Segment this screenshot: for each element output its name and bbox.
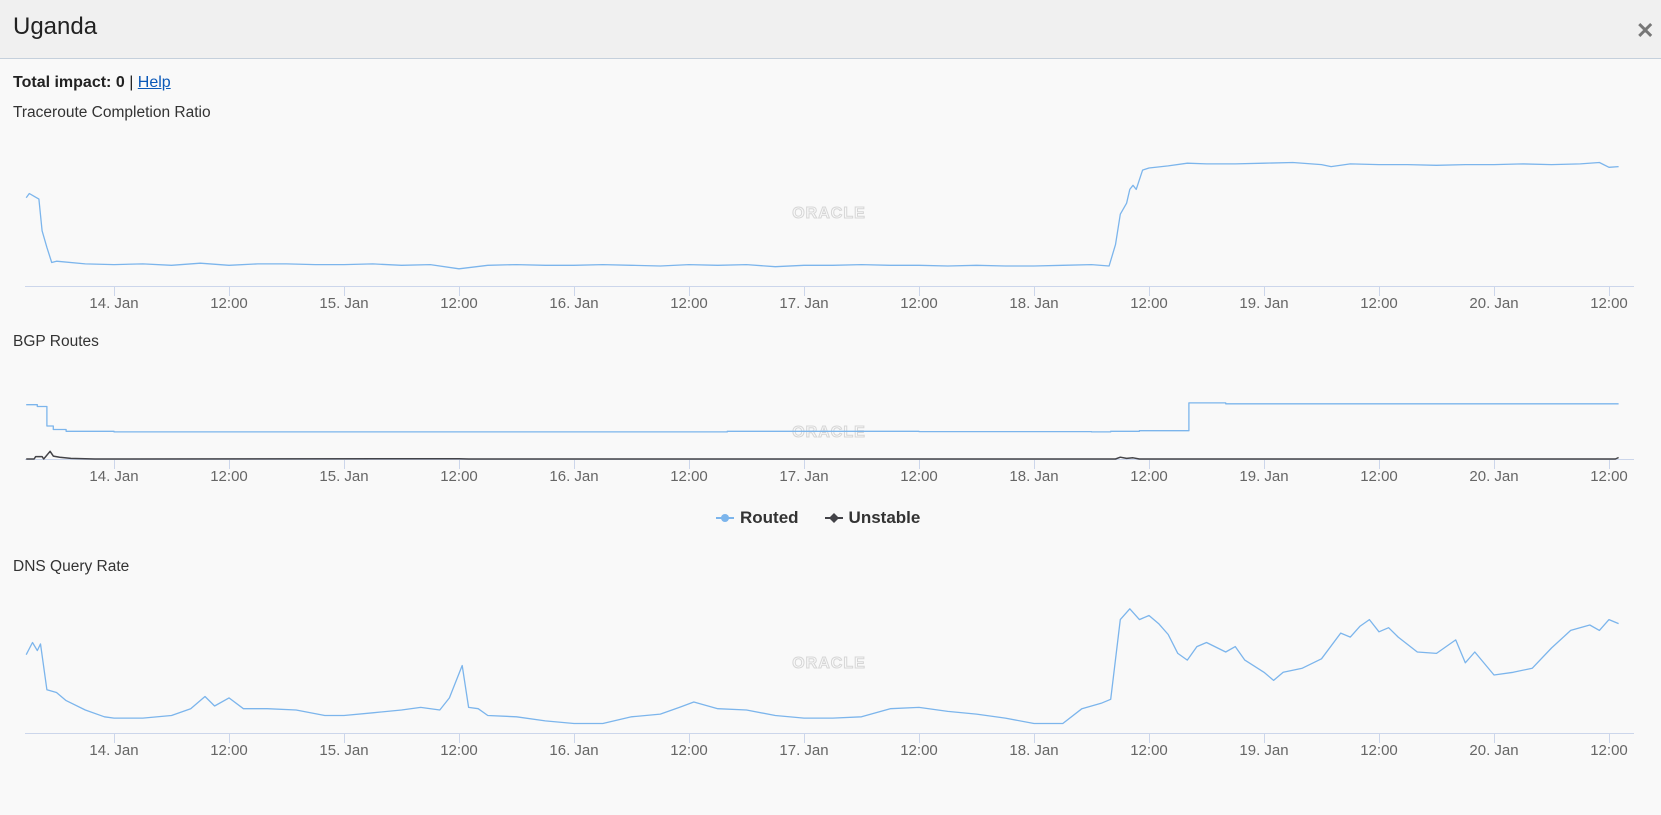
traceroute-x-tick-label: 20. Jan [1469,295,1518,312]
dns-x-tick-label: 16. Jan [549,742,598,759]
close-icon[interactable]: ✕ [1636,18,1655,43]
bgp-x-tick-label: 16. Jan [549,468,598,485]
traceroute-x-tick-label: 17. Jan [779,295,828,312]
dns-x-tick-label: 14. Jan [89,742,138,759]
bgp-x-tick-label: 12:00 [900,468,938,485]
bgp-x-tick-label: 12:00 [670,468,708,485]
legend-label: Routed [740,508,799,527]
dns-x-tick-label: 12:00 [1360,742,1398,759]
traceroute-x-tick-label: 12:00 [1130,295,1168,312]
bgp-x-tick-label: 17. Jan [779,468,828,485]
traceroute-x-tick-label: 12:00 [1590,295,1628,312]
bgp-x-tick-label: 12:00 [440,468,478,485]
traceroute-x-tick-label: 12:00 [670,295,708,312]
dns-x-tick-label: 12:00 [900,742,938,759]
bgp-chart-title: BGP Routes [13,333,99,350]
dns-x-tick-label: 12:00 [1130,742,1168,759]
total-impact-label: Total impact: [13,74,112,91]
bgp-x-tick-label: 12:00 [1130,468,1168,485]
bgp-x-tick-label: 14. Jan [89,468,138,485]
bgp-x-tick-label: 20. Jan [1469,468,1518,485]
traceroute-series-line [25,161,1619,270]
dns-series-line [25,608,1619,725]
dns-x-tick-label: 20. Jan [1469,742,1518,759]
oracle-watermark: ORACLE [792,655,866,672]
bgp-x-tick-label: 19. Jan [1239,468,1288,485]
legend-label: Unstable [848,508,921,527]
help-link[interactable]: Help [137,74,171,91]
traceroute-x-tick-label: 15. Jan [319,295,368,312]
dns-x-tick-label: 12:00 [1590,742,1628,759]
bgp-legend: Routed Unstable [716,508,920,528]
dns-x-tick-label: 18. Jan [1009,742,1058,759]
bgp-series-routed [26,402,1619,433]
traceroute-chart-title: Traceroute Completion Ratio [13,104,211,121]
traceroute-x-tick-label: 19. Jan [1239,295,1288,312]
traceroute-x-tick-label: 12:00 [1360,295,1398,312]
traceroute-x-tick-label: 18. Jan [1009,295,1058,312]
dns-x-tick-label: 12:00 [670,742,708,759]
bgp-x-tick-label: 12:00 [1360,468,1398,485]
bgp-x-tick-label: 15. Jan [319,468,368,485]
dns-x-tick-label: 12:00 [210,742,248,759]
bgp-x-tick-label: 12:00 [1590,468,1628,485]
separator: | [129,74,134,91]
legend-item-routed[interactable]: Routed [716,508,799,528]
dialog-header: Uganda ✕ [0,0,1661,59]
bgp-x-tick-label: 12:00 [210,468,248,485]
circle-marker-icon [716,514,734,522]
diamond-marker-icon [824,513,843,523]
legend-item-unstable[interactable]: Unstable [824,508,921,528]
traceroute-x-tick-label: 16. Jan [549,295,598,312]
oracle-watermark: ORACLE [792,205,866,222]
total-impact-value: 0 [115,74,125,91]
dns-chart-title: DNS Query Rate [13,558,130,575]
traceroute-x-tick-label: 12:00 [210,295,248,312]
dns-x-tick-label: 17. Jan [779,742,828,759]
dialog-title: Uganda [13,13,98,40]
traceroute-x-tick-label: 14. Jan [89,295,138,312]
dns-x-tick-label: 19. Jan [1239,742,1288,759]
bgp-x-tick-label: 18. Jan [1009,468,1058,485]
dns-x-tick-label: 12:00 [440,742,478,759]
dns-x-tick-label: 15. Jan [319,742,368,759]
total-impact: Total impact: 0 | Help [13,74,171,92]
traceroute-x-tick-label: 12:00 [900,295,938,312]
bgp-series-unstable [26,450,1619,460]
oracle-watermark: ORACLE [792,424,866,441]
traceroute-x-tick-label: 12:00 [440,295,478,312]
